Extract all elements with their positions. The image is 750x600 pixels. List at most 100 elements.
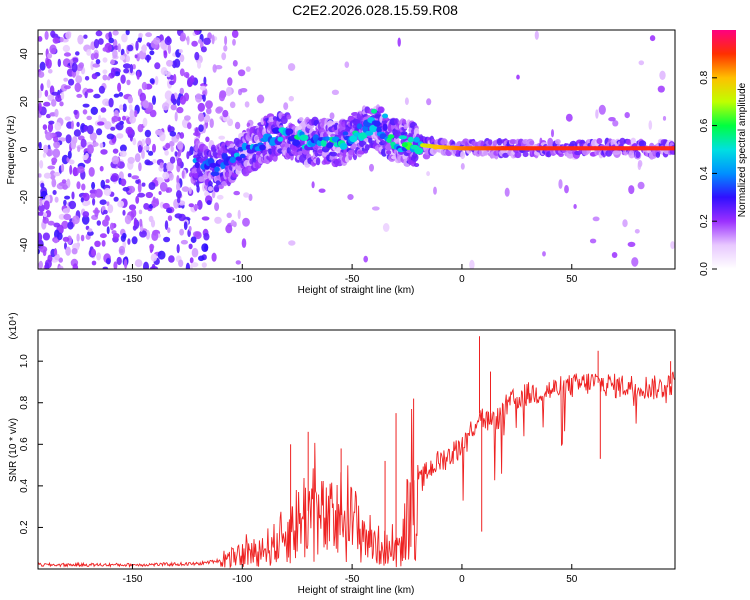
spectrogram-cell: [188, 243, 193, 250]
spectrogram-cell: [237, 209, 241, 220]
spectrogram-cell: [94, 207, 99, 218]
spectrogram-cell: [180, 32, 187, 42]
spectrogram-cell: [72, 57, 79, 63]
spectrogram-cell: [45, 131, 53, 141]
spectrogram-cell: [47, 220, 55, 226]
spectrogram-cell: [127, 238, 131, 245]
spectrogram-cell: [119, 104, 124, 110]
spectrogram-ridge-cell: [382, 123, 388, 131]
spectrogram-ridge-cell: [342, 131, 349, 136]
spectrogram-cell: [133, 110, 138, 118]
spectrogram-y-ticks: -40 -20 0 20 40: [19, 48, 43, 252]
spectrogram-cell: [71, 120, 74, 130]
spectrogram-cell: [38, 173, 42, 178]
spectrogram-cell: [183, 92, 190, 102]
spectrogram-cell: [60, 91, 65, 101]
spectrogram-cell: [127, 96, 133, 104]
spectrogram-cell: [329, 112, 335, 120]
spectrogram-ridge-cell: [325, 136, 331, 141]
spectrogram-cell: [95, 30, 103, 37]
spectrogram-cell: [53, 136, 59, 143]
spectrogram-cell: [68, 78, 75, 86]
spectrogram-cell: [203, 232, 210, 241]
spectrogram-cell: [534, 30, 539, 40]
spectrogram-cell: [659, 70, 666, 81]
spectrogram-y-label: Frequency (Hz): [6, 116, 17, 185]
snr-panel: -150 -100 -50 0 50 0.2 0.4 0.6 0.8 1.0 Height of…: [8, 312, 676, 596]
spectrogram-cell: [136, 70, 140, 80]
spectrogram-cell: [105, 258, 111, 265]
spectrogram-cell: [96, 128, 103, 136]
spectrogram-cell: [157, 250, 166, 260]
spectrogram-ridge-cell: [386, 137, 392, 143]
snr-frame: [37, 329, 676, 570]
x-tick-label: 0: [459, 274, 465, 285]
spectrogram-cell: [500, 149, 508, 154]
spectrogram-cell: [167, 126, 175, 133]
spectrogram-cell: [54, 249, 58, 256]
spectrogram-cell: [164, 36, 172, 46]
spectrogram-cell: [106, 201, 110, 207]
spectrogram-cell: [205, 100, 213, 109]
spectrogram-cell: [109, 222, 115, 231]
spectrogram-cell: [635, 151, 641, 159]
spectrogram-cell: [54, 196, 59, 203]
spectrogram-cell: [87, 230, 94, 236]
spectrogram-cell: [196, 185, 200, 193]
y-tick-label: -40: [19, 237, 30, 252]
spectrogram-cell: [194, 30, 200, 35]
spectrogram-cell: [608, 117, 616, 122]
spectrogram-cell: [112, 233, 120, 239]
spectrogram-cell: [164, 90, 173, 101]
spectrogram-cell: [163, 50, 168, 59]
spectrogram-cell: [119, 150, 127, 157]
spectrogram-x-ticks: -150 -100 -50 0 50: [122, 264, 578, 285]
spectrogram-cell: [77, 34, 84, 45]
spectrogram-cell: [127, 185, 136, 194]
colorbar-tick-label: 0.4: [699, 166, 710, 180]
spectrogram-cell: [98, 38, 104, 45]
spectrogram-ridge-cell: [369, 124, 378, 133]
spectrogram-peak: [382, 113, 389, 119]
spectrogram-cell: [167, 215, 173, 222]
spectrogram-cell: [119, 55, 125, 61]
spectrogram-cell: [371, 206, 380, 211]
spectrogram-cell: [51, 161, 56, 166]
spectrogram-cell: [127, 173, 132, 178]
spectrogram-cell: [181, 170, 185, 179]
spectrogram-cell: [168, 172, 174, 181]
spectrogram-cell: [201, 243, 209, 253]
spectrogram-cell: [91, 181, 96, 190]
spectrogram-cell: [145, 137, 152, 146]
spectrogram-cell: [125, 55, 131, 63]
spectrogram-cell: [71, 62, 78, 73]
spectrogram-cell: [169, 156, 176, 164]
spectrogram-cell: [188, 203, 194, 208]
spectrogram-panel: -150 -100 -50 0 50 -40 -20 0 20 40 Height of str…: [6, 29, 676, 296]
spectrogram-cell: [170, 93, 175, 104]
spectrogram-ridge-cell: [239, 153, 246, 159]
spectrogram-cell: [139, 92, 146, 103]
spectrogram-cell: [413, 163, 420, 167]
spectrogram-cell: [150, 253, 158, 262]
spectrogram-ridge-cell: [365, 130, 374, 136]
spectrogram-cell: [191, 40, 198, 47]
spectrogram-cell: [235, 260, 241, 265]
spectrogram-cell: [122, 232, 127, 239]
spectrogram-cell: [51, 99, 57, 107]
spectrogram-cell: [47, 94, 55, 101]
y-tick-label: 0: [19, 146, 30, 152]
spectrogram-cell: [143, 145, 150, 151]
spectrogram-cell: [85, 152, 89, 159]
spectrogram-cell: [213, 184, 220, 193]
x-tick-label: -50: [345, 574, 360, 585]
spectrogram-cell: [311, 181, 315, 189]
spectrogram-cell: [344, 61, 350, 68]
spectrogram-ridge-cell: [198, 157, 204, 163]
spectrogram-cell: [112, 148, 119, 154]
spectrogram-cell: [152, 159, 157, 164]
spectrogram-cell: [347, 194, 354, 200]
y-tick-label: 1.0: [19, 354, 30, 368]
spectrogram-cell: [139, 218, 143, 227]
spectrogram-cell: [160, 67, 168, 76]
